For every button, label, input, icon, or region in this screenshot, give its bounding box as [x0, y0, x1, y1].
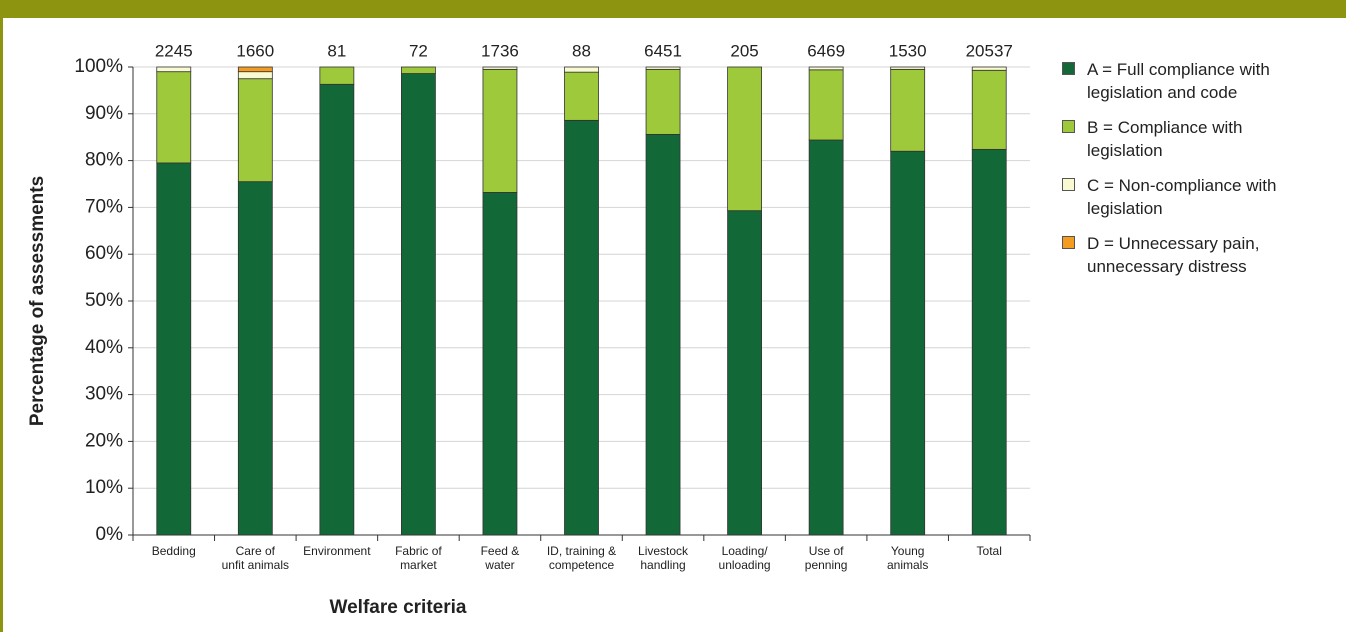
count-label: 6469: [807, 41, 845, 60]
x-tick-label: unfit animals: [222, 558, 289, 572]
bar-segment: [890, 150, 926, 536]
bar-segment: [971, 66, 1007, 71]
x-tick-label: Bedding: [152, 544, 196, 558]
bar-segment: [156, 66, 192, 73]
x-tick-label: water: [484, 558, 514, 572]
x-tick-label: ID, training &: [547, 544, 616, 558]
legend-swatch: [1062, 236, 1075, 249]
legend-item: B = Compliance with legislation: [1060, 116, 1340, 162]
y-tick-label: 80%: [85, 150, 123, 171]
legend-label: B = Compliance with legislation: [1087, 118, 1243, 160]
count-label: 1736: [481, 41, 519, 60]
bar-segment: [645, 133, 681, 536]
bar-segment: [156, 71, 192, 164]
bar-segment: [971, 69, 1007, 150]
header-band: [0, 0, 1346, 18]
y-tick-label: 90%: [85, 103, 123, 124]
x-tick-label: competence: [549, 558, 615, 572]
bar-segment: [564, 71, 599, 121]
bar-segment: [808, 69, 844, 141]
bar-segment: [237, 66, 273, 73]
legend-label: A = Full compliance with legislation and…: [1087, 60, 1270, 102]
y-tick-label: 0%: [96, 524, 124, 545]
y-tick-label: 100%: [74, 56, 123, 77]
count-label: 72: [409, 41, 428, 60]
x-tick-label: Young: [891, 544, 925, 558]
y-tick-label: 20%: [85, 430, 123, 451]
y-tick-label: 40%: [85, 337, 123, 358]
x-tick-label: penning: [805, 558, 848, 572]
x-tick-label: handling: [640, 558, 685, 572]
x-tick-label: Livestock: [638, 544, 689, 558]
x-axis-title: Welfare criteria: [330, 597, 467, 618]
x-tick-label: Loading/: [722, 544, 769, 558]
bar-segment: [890, 66, 926, 70]
bar-segment: [401, 73, 436, 536]
y-tick-label: 70%: [85, 196, 123, 217]
bar-segment: [808, 66, 844, 71]
bar-segment: [482, 66, 518, 70]
x-tick-label: Care of: [236, 544, 276, 558]
y-axis-title: Percentage of assessments: [27, 176, 48, 426]
bar-segment: [971, 148, 1007, 536]
bar-segment: [156, 162, 192, 536]
x-tick-label: animals: [887, 558, 928, 572]
count-label: 1660: [236, 41, 274, 60]
left-border: [0, 0, 3, 632]
bar-segment: [645, 68, 681, 135]
legend-label: D = Unnecessary pain, unnecessary distre…: [1087, 234, 1260, 276]
legend: A = Full compliance with legislation and…: [1060, 58, 1340, 290]
bar-segment: [237, 71, 273, 80]
x-tick-label: Environment: [303, 544, 371, 558]
legend-swatch: [1062, 62, 1075, 75]
x-tick-label: Feed &: [481, 544, 520, 558]
bar-segment: [645, 66, 681, 70]
legend-item: C = Non-compliance with legislation: [1060, 174, 1340, 220]
legend-label: C = Non-compliance with legislation: [1087, 176, 1277, 218]
count-label: 20537: [966, 41, 1013, 60]
bar-segment: [727, 66, 762, 212]
x-tick-label: market: [400, 558, 437, 572]
bar-segment: [401, 66, 436, 74]
legend-swatch: [1062, 120, 1075, 133]
count-label: 88: [572, 41, 591, 60]
count-label: 205: [730, 41, 758, 60]
y-tick-label: 60%: [85, 243, 123, 264]
bar-segment: [237, 78, 273, 183]
bar-segment: [727, 210, 762, 536]
x-tick-label: Fabric of: [395, 544, 442, 558]
bar-segment: [564, 66, 599, 73]
legend-item: D = Unnecessary pain, unnecessary distre…: [1060, 232, 1340, 278]
legend-item: A = Full compliance with legislation and…: [1060, 58, 1340, 104]
count-label: 2245: [155, 41, 193, 60]
bar-segment: [482, 192, 518, 536]
count-label: 81: [327, 41, 346, 60]
bar-segment: [890, 68, 926, 152]
bar-segment: [319, 66, 355, 85]
y-tick-label: 30%: [85, 384, 123, 405]
count-label: 1530: [889, 41, 927, 60]
x-tick-label: Use of: [809, 544, 844, 558]
y-tick-label: 50%: [85, 290, 123, 311]
x-tick-label: unloading: [719, 558, 771, 572]
bar-segment: [482, 68, 518, 193]
count-label: 6451: [644, 41, 682, 60]
x-tick-label: Total: [977, 544, 1002, 558]
bar-segment: [564, 119, 599, 536]
legend-swatch: [1062, 178, 1075, 191]
bar-segment: [319, 83, 355, 536]
bar-segment: [237, 181, 273, 536]
bar-segment: [808, 139, 844, 536]
y-tick-label: 10%: [85, 477, 123, 498]
